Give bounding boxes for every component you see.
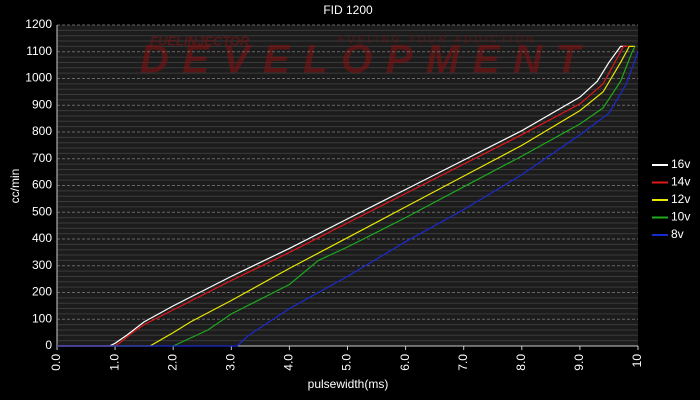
- x-axis-label: pulsewidth(ms): [308, 377, 389, 391]
- x-tick-label: 3.0: [223, 354, 237, 371]
- chart-title: FID 1200: [323, 3, 373, 17]
- series-line: [57, 45, 630, 347]
- legend-label: 12v: [671, 192, 690, 206]
- y-tick-label: 800: [32, 124, 52, 138]
- x-tick-label: 1.0: [107, 354, 121, 371]
- y-tick-label: 0: [45, 338, 52, 352]
- x-tick-label: 8.0: [514, 354, 528, 371]
- y-tick-label: 100: [32, 311, 52, 325]
- x-tick-label: 5.0: [340, 354, 354, 371]
- y-tick-label: 600: [32, 178, 52, 192]
- x-tick-label: 2.0: [165, 354, 179, 371]
- legend-label: 16v: [671, 157, 690, 171]
- y-tick-label: 900: [32, 97, 52, 111]
- watermark: FUELINJECTOR: [150, 33, 250, 48]
- y-axis-label: cc/min: [8, 169, 22, 204]
- x-tick-label: 4.0: [282, 354, 296, 371]
- series-line: [57, 51, 639, 347]
- y-tick-label: 1000: [25, 71, 52, 85]
- y-tick-label: 200: [32, 285, 52, 299]
- y-tick-label: 1100: [26, 44, 52, 58]
- x-tick-label: 7.0: [456, 354, 470, 371]
- legend-label: 8v: [671, 227, 684, 241]
- x-tick-label: 6.0: [398, 354, 412, 371]
- y-tick-label: 1200: [25, 17, 52, 31]
- x-tick-label: 9.0: [572, 354, 586, 371]
- x-tick-label: 10: [630, 354, 644, 368]
- y-tick-label: 700: [32, 151, 52, 165]
- series-line: [57, 45, 627, 347]
- y-tick-label: 400: [32, 231, 52, 245]
- y-tick-label: 300: [32, 258, 52, 272]
- series-line: [172, 46, 636, 347]
- y-tick-label: 500: [32, 204, 52, 218]
- x-tick-label: 0.0: [49, 354, 63, 371]
- legend-label: 10v: [671, 210, 690, 224]
- watermark: FUELING YOUR ADDICTION: [338, 35, 536, 46]
- series-line: [57, 45, 636, 347]
- legend-label: 14v: [671, 175, 690, 189]
